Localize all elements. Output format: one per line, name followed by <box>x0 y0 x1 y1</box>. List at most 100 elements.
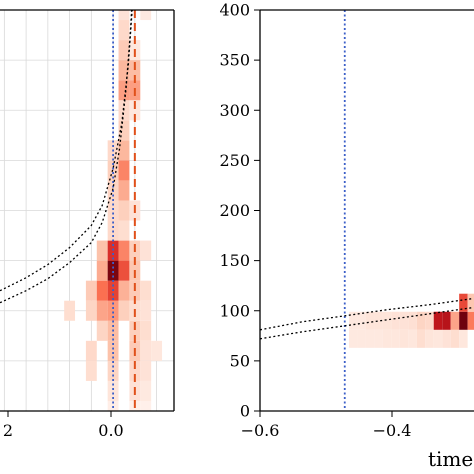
heatmap-cell <box>140 280 152 301</box>
x-tick-label-right-2: −0.4 <box>373 421 412 440</box>
heatmap-cell <box>459 329 468 348</box>
heatmap-cell <box>374 311 383 330</box>
heatmap-cell <box>459 311 468 330</box>
heatmap-cell <box>140 380 152 401</box>
heatmap-cell <box>107 260 119 281</box>
heatmap-cell <box>416 329 426 348</box>
heatmap-cell <box>140 300 152 321</box>
heatmap-cell <box>391 329 400 348</box>
heatmap-cell <box>96 320 108 341</box>
left-event-lines <box>112 10 136 411</box>
heatmap-cell <box>442 311 451 330</box>
heatmap-cell <box>129 360 141 381</box>
y-tick-label: 350 <box>219 51 250 70</box>
y-tick-label: 400 <box>219 1 250 20</box>
left-bound-curves <box>0 10 133 304</box>
y-tick-label: 300 <box>219 101 250 120</box>
heatmap-cell <box>85 280 97 301</box>
heatmap-cell <box>118 300 130 321</box>
heatmap-cell <box>467 293 474 312</box>
right-heatmap-panel: 0 50 100 150 200 250 300 350 400 −0.6 −0.4 time <box>219 1 474 471</box>
heatmap-cell <box>107 380 119 401</box>
heatmap-cell <box>129 60 141 81</box>
heatmap-cell <box>85 340 97 361</box>
heatmap-cell <box>118 220 130 241</box>
y-tick-label: 50 <box>230 351 250 370</box>
heatmap-cell <box>118 120 130 141</box>
heatmap-cell <box>107 300 119 321</box>
heatmap-cell <box>416 311 426 330</box>
y-tick-label: 100 <box>219 301 250 320</box>
heatmap-cell <box>374 329 383 348</box>
y-tick-label: 250 <box>219 151 250 170</box>
heatmap-cell <box>408 311 417 330</box>
heatmap-cell <box>382 311 392 330</box>
heatmap-cell <box>433 311 443 330</box>
heatmap-cell <box>118 40 130 61</box>
heatmap-cell <box>348 329 358 348</box>
heatmap-cell <box>118 280 130 301</box>
heatmap-cell <box>357 329 366 348</box>
y-tick-label: 150 <box>219 251 250 270</box>
heatmap-cell <box>425 329 434 348</box>
heatmap-cell <box>399 329 409 348</box>
right-y-ticks: 0 50 100 150 200 250 300 350 400 <box>219 1 260 421</box>
heatmap-cell <box>459 293 468 312</box>
right-cells <box>348 293 474 348</box>
heatmap-cell <box>118 260 130 281</box>
heatmap-cell <box>107 200 119 221</box>
heatmap-cell <box>399 311 409 330</box>
heatmap-cell <box>107 340 119 361</box>
right-plot-background <box>260 10 474 411</box>
x-axis-label-right: time <box>428 447 473 471</box>
x-tick-label-left-2: 0.0 <box>98 421 123 440</box>
heatmap-cell <box>118 180 130 201</box>
heatmap-cell <box>408 329 417 348</box>
heatmap-cell <box>85 300 97 321</box>
heatmap-cell <box>96 260 108 281</box>
heatmap-cell <box>85 360 97 381</box>
heatmap-cell <box>140 320 152 341</box>
heatmap-cell <box>107 240 119 261</box>
heatmap-cell <box>96 280 108 301</box>
heatmap-cell <box>118 200 130 221</box>
y-tick-label: 0 <box>240 402 250 421</box>
heatmap-cell <box>118 80 130 101</box>
heatmap-cell <box>96 300 108 321</box>
heatmap-cell <box>450 311 460 330</box>
heatmap-cell <box>357 311 366 330</box>
heatmap-cell <box>442 329 451 348</box>
heatmap-cell <box>348 311 358 330</box>
heatmap-cell <box>118 10 130 21</box>
heatmap-cell <box>118 140 130 161</box>
heatmap-cell <box>118 20 130 41</box>
heatmap-cell <box>140 400 152 411</box>
heatmap-cell <box>107 400 119 411</box>
heatmap-cell <box>129 100 141 121</box>
heatmap-cell <box>365 329 375 348</box>
heatmap-cell <box>365 311 375 330</box>
bound-curve <box>0 10 133 292</box>
heatmap-cell <box>140 10 152 21</box>
x-tick-label-right-1: −0.6 <box>241 421 280 440</box>
heatmap-cell <box>140 340 152 361</box>
heatmap-cell <box>467 311 474 330</box>
heatmap-cell <box>96 240 108 261</box>
heatmap-cell <box>151 340 163 361</box>
heatmap-cell <box>118 240 130 261</box>
heatmap-cell <box>433 329 443 348</box>
heatmap-cell <box>118 60 130 81</box>
heatmap-cell <box>129 320 141 341</box>
heatmap-cell <box>382 329 392 348</box>
y-tick-label: 200 <box>219 201 250 220</box>
heatmap-cell <box>391 311 400 330</box>
heatmap-cell <box>64 300 76 321</box>
heatmap-cell <box>140 240 152 261</box>
heatmap-cell <box>450 329 460 348</box>
heatmap-cell <box>140 360 152 381</box>
heatmap-cell <box>118 160 130 181</box>
x-tick-label-left-1: 2 <box>3 421 13 440</box>
left-heatmap-panel: 2 0.0 <box>0 9 175 440</box>
heatmap-cell <box>425 311 434 330</box>
